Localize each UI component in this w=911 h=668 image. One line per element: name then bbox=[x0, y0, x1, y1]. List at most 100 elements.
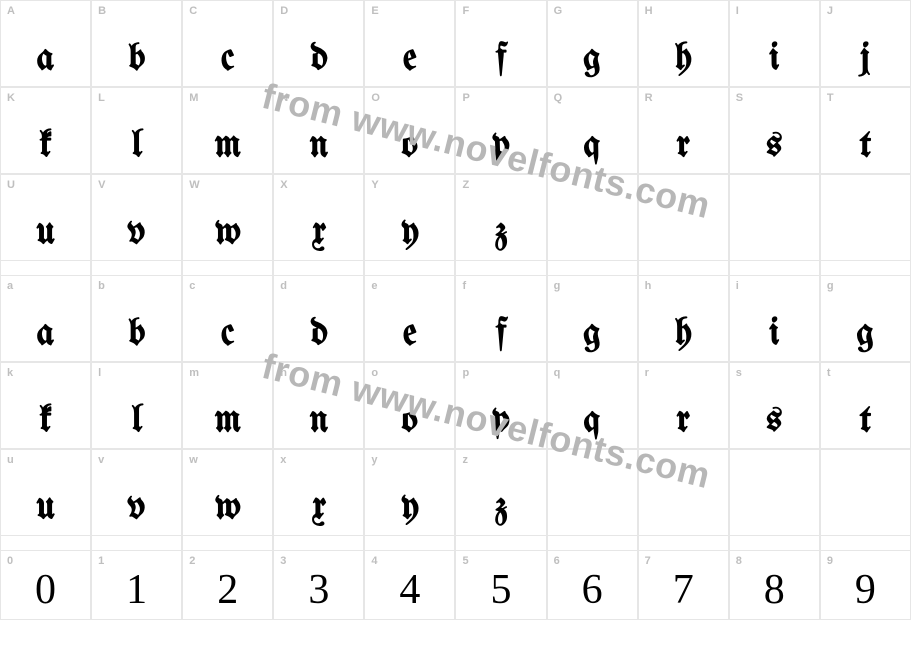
glyph-cell[interactable]: ii bbox=[729, 275, 820, 362]
glyph-key-label: C bbox=[189, 5, 197, 17]
glyph-cell[interactable]: Kk bbox=[0, 87, 91, 174]
glyph-cell[interactable]: 44 bbox=[364, 550, 455, 620]
glyph-cell[interactable]: Hh bbox=[638, 0, 729, 87]
glyph-cell[interactable]: bb bbox=[91, 275, 182, 362]
glyph-cell[interactable]: ww bbox=[182, 449, 273, 536]
glyph-cell[interactable] bbox=[729, 449, 820, 536]
glyph-cell[interactable]: Tt bbox=[820, 87, 911, 174]
glyph-cell[interactable] bbox=[729, 174, 820, 261]
glyph-cell[interactable]: Bb bbox=[91, 0, 182, 87]
glyph-cell[interactable] bbox=[820, 174, 911, 261]
glyph-cell[interactable]: Oo bbox=[364, 87, 455, 174]
glyph-cell[interactable]: pp bbox=[455, 362, 546, 449]
glyph-cell[interactable] bbox=[547, 449, 638, 536]
font-charmap: AaBbCcDdEeFfGgHhIiJjKkLlMmNnOoPpQqRrSsTt… bbox=[0, 0, 911, 620]
glyph-display: e bbox=[365, 40, 454, 78]
glyph-cell[interactable]: mm bbox=[182, 362, 273, 449]
glyph-cell[interactable]: cc bbox=[182, 275, 273, 362]
charmap-row: uuvvwwxxyyzz bbox=[0, 449, 911, 536]
glyph-cell[interactable]: kk bbox=[0, 362, 91, 449]
glyph-cell[interactable] bbox=[638, 174, 729, 261]
glyph-cell[interactable]: Vv bbox=[91, 174, 182, 261]
glyph-cell[interactable]: zz bbox=[455, 449, 546, 536]
glyph-display: x bbox=[274, 214, 363, 252]
glyph-display: r bbox=[639, 402, 728, 440]
glyph-display: e bbox=[365, 315, 454, 353]
glyph-cell[interactable]: 33 bbox=[273, 550, 364, 620]
glyph-cell[interactable]: Zz bbox=[455, 174, 546, 261]
glyph-cell[interactable]: Pp bbox=[455, 87, 546, 174]
gap-cell bbox=[638, 536, 729, 550]
glyph-cell[interactable]: Ss bbox=[729, 87, 820, 174]
glyph-cell[interactable]: dd bbox=[273, 275, 364, 362]
glyph-key-label: x bbox=[280, 454, 286, 466]
glyph-cell[interactable]: Aa bbox=[0, 0, 91, 87]
glyph-cell[interactable]: 11 bbox=[91, 550, 182, 620]
glyph-cell[interactable]: yy bbox=[364, 449, 455, 536]
glyph-cell[interactable]: Jj bbox=[820, 0, 911, 87]
glyph-key-label: 6 bbox=[554, 555, 560, 567]
glyph-display: y bbox=[365, 214, 454, 252]
glyph-cell[interactable]: ll bbox=[91, 362, 182, 449]
glyph-key-label: Q bbox=[554, 92, 563, 104]
glyph-cell[interactable]: ss bbox=[729, 362, 820, 449]
glyph-cell[interactable]: 88 bbox=[729, 550, 820, 620]
gap-cell bbox=[0, 261, 91, 275]
glyph-cell[interactable]: Uu bbox=[0, 174, 91, 261]
glyph-cell[interactable]: nn bbox=[273, 362, 364, 449]
glyph-display: o bbox=[365, 127, 454, 165]
glyph-cell[interactable] bbox=[820, 449, 911, 536]
glyph-cell[interactable]: rr bbox=[638, 362, 729, 449]
glyph-cell[interactable]: 22 bbox=[182, 550, 273, 620]
glyph-cell[interactable]: 66 bbox=[547, 550, 638, 620]
glyph-key-label: w bbox=[189, 454, 198, 466]
glyph-cell[interactable]: oo bbox=[364, 362, 455, 449]
glyph-cell[interactable]: ee bbox=[364, 275, 455, 362]
glyph-cell[interactable]: Cc bbox=[182, 0, 273, 87]
glyph-cell[interactable]: ff bbox=[455, 275, 546, 362]
glyph-cell[interactable]: qq bbox=[547, 362, 638, 449]
gap-cell bbox=[273, 261, 364, 275]
glyph-display: d bbox=[274, 40, 363, 78]
glyph-cell[interactable]: xx bbox=[273, 449, 364, 536]
glyph-cell[interactable]: Yy bbox=[364, 174, 455, 261]
glyph-display: 2 bbox=[183, 569, 272, 611]
glyph-cell[interactable]: Rr bbox=[638, 87, 729, 174]
glyph-cell[interactable]: Qq bbox=[547, 87, 638, 174]
glyph-key-label: i bbox=[736, 280, 739, 292]
glyph-display: 5 bbox=[456, 569, 545, 611]
glyph-cell[interactable] bbox=[547, 174, 638, 261]
glyph-key-label: m bbox=[189, 367, 199, 379]
glyph-cell[interactable]: uu bbox=[0, 449, 91, 536]
glyph-key-label: s bbox=[736, 367, 742, 379]
glyph-cell[interactable]: hh bbox=[638, 275, 729, 362]
glyph-cell[interactable]: Gg bbox=[547, 0, 638, 87]
glyph-cell[interactable]: gg bbox=[547, 275, 638, 362]
glyph-cell[interactable]: vv bbox=[91, 449, 182, 536]
glyph-key-label: e bbox=[371, 280, 377, 292]
glyph-display: j bbox=[821, 40, 910, 78]
glyph-cell[interactable]: 00 bbox=[0, 550, 91, 620]
glyph-cell[interactable]: 55 bbox=[455, 550, 546, 620]
glyph-cell[interactable]: Dd bbox=[273, 0, 364, 87]
glyph-cell[interactable]: 77 bbox=[638, 550, 729, 620]
glyph-cell[interactable]: Xx bbox=[273, 174, 364, 261]
glyph-cell[interactable]: Ii bbox=[729, 0, 820, 87]
glyph-cell[interactable]: Ff bbox=[455, 0, 546, 87]
glyph-cell[interactable]: aa bbox=[0, 275, 91, 362]
glyph-key-label: u bbox=[7, 454, 14, 466]
glyph-cell[interactable]: tt bbox=[820, 362, 911, 449]
glyph-cell[interactable]: Mm bbox=[182, 87, 273, 174]
glyph-key-label: N bbox=[280, 92, 288, 104]
glyph-cell[interactable] bbox=[638, 449, 729, 536]
glyph-key-label: g bbox=[827, 280, 834, 292]
glyph-key-label: L bbox=[98, 92, 105, 104]
glyph-cell[interactable]: Ll bbox=[91, 87, 182, 174]
glyph-cell[interactable]: gg bbox=[820, 275, 911, 362]
glyph-key-label: S bbox=[736, 92, 743, 104]
glyph-cell[interactable]: Nn bbox=[273, 87, 364, 174]
glyph-key-label: q bbox=[554, 367, 561, 379]
glyph-cell[interactable]: 99 bbox=[820, 550, 911, 620]
glyph-cell[interactable]: Ee bbox=[364, 0, 455, 87]
glyph-cell[interactable]: Ww bbox=[182, 174, 273, 261]
